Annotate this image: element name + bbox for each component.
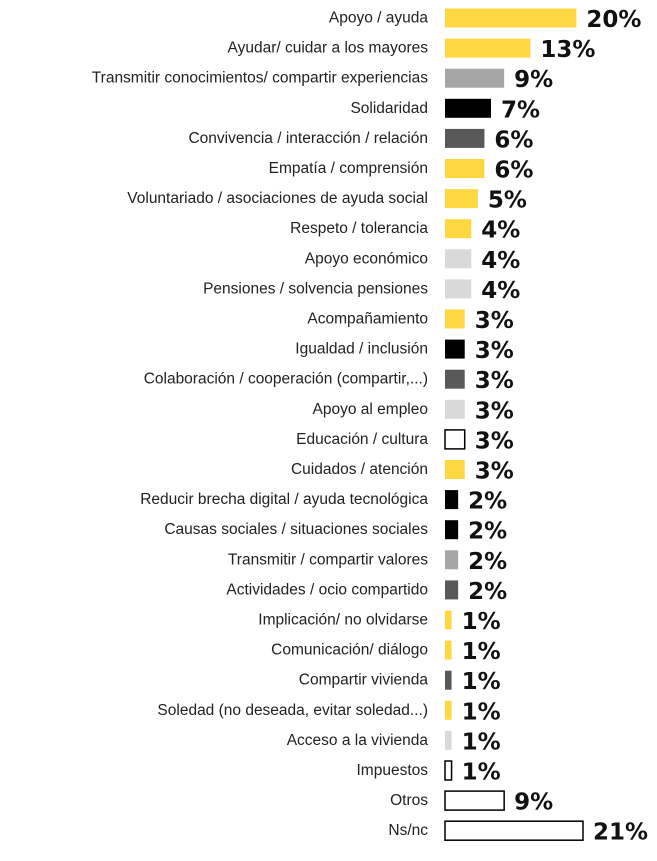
bar [445,8,577,28]
value-label: 1% [462,669,501,695]
category-label: Reducir brecha digital / ayuda tecnológi… [140,491,428,508]
category-label: Pensiones / solvencia pensiones [203,280,428,297]
bar [445,159,485,178]
category-label: Acompañamiento [307,311,428,328]
category-label: Ayudar/ cuidar a los mayores [228,40,429,57]
bar [444,790,505,811]
category-label: Comunicación/ diálogo [271,642,428,659]
value-label: 4% [481,248,520,274]
value-label: 21% [593,820,648,846]
bar [445,219,472,239]
value-label: 2% [468,519,507,545]
bar [445,520,459,540]
value-label: 3% [475,459,514,485]
value-label: 20% [586,7,641,33]
value-label: 3% [475,398,514,424]
bar [445,339,465,359]
value-label: 2% [468,579,507,605]
category-label: Acceso a la vivienda [287,732,429,749]
category-label: Colaboración / cooperación (compartir,..… [144,371,428,388]
bar [445,38,531,58]
category-label: Cuidados / atención [291,461,428,478]
bar [445,580,459,600]
category-label: Empatía / comprensión [269,160,428,177]
category-label: Respeto / tolerancia [290,220,428,237]
value-labels: 20% 13% 9% 7% 6% 6% 5% 4% 4% 4% 3% 3% 3% 3% 3% 3% 2% 2% 2%… [462,7,648,846]
value-label: 1% [462,699,501,725]
value-label: 4% [481,218,520,244]
value-label: 13% [540,37,595,63]
category-label: Compartir vivienda [299,672,429,689]
bar [445,490,459,510]
category-labels: Apoyo / ayuda Ayudar/ cuidar a los mayore… [92,10,429,840]
value-label: 3% [475,428,514,454]
category-label: Causas sociales / situaciones sociales [164,521,428,538]
bar [445,460,465,479]
bar [445,640,452,660]
value-label: 6% [494,158,533,184]
category-label: Apoyo económico [305,250,428,267]
bar [445,128,485,148]
value-label: 3% [475,368,514,394]
bar [444,429,466,450]
value-label: 3% [475,338,514,364]
bar [445,670,452,690]
bar [445,189,478,209]
category-label: Solidaridad [350,100,428,117]
bar [445,249,472,269]
value-label: 9% [514,790,553,816]
category-label: Apoyo al empleo [313,401,428,418]
category-label: Ns/nc [388,822,428,839]
bar [445,700,452,720]
value-label: 9% [514,67,553,93]
bar [445,730,452,750]
value-label: 5% [488,188,527,214]
value-label: 2% [468,549,507,575]
value-label: 6% [494,127,533,153]
value-label: 1% [462,760,501,786]
value-label: 4% [481,278,520,304]
bar [445,610,452,630]
category-label: Otros [390,792,428,809]
value-label: 1% [462,729,501,755]
category-label: Convivencia / interacción / relación [188,130,428,147]
value-label: 3% [475,308,514,334]
bar [444,820,584,841]
category-label: Soledad (no deseada, evitar soledad...) [157,702,428,719]
value-label: 7% [501,97,540,123]
category-label: Voluntariado / asociaciones de ayuda soc… [127,190,428,207]
bar [444,760,453,781]
bar [445,550,459,570]
category-label: Transmitir conocimientos/ compartir expe… [92,70,428,87]
category-label: Educación / cultura [296,431,428,448]
bar [445,369,465,389]
category-label: Impuestos [356,762,428,779]
category-label: Transmitir / compartir valores [228,551,428,568]
value-label: 1% [462,639,501,665]
value-label: 2% [468,489,507,515]
category-label: Apoyo / ayuda [329,10,428,27]
bars [444,8,584,841]
bar [445,68,505,88]
bar [445,98,491,118]
bar [445,309,465,329]
bar [445,399,465,419]
category-label: Igualdad / inclusión [295,341,428,358]
value-label: 1% [462,609,501,635]
bar [445,279,472,299]
category-label: Implicación/ no olvidarse [258,612,428,629]
category-label: Actividades / ocio compartido [226,581,428,598]
